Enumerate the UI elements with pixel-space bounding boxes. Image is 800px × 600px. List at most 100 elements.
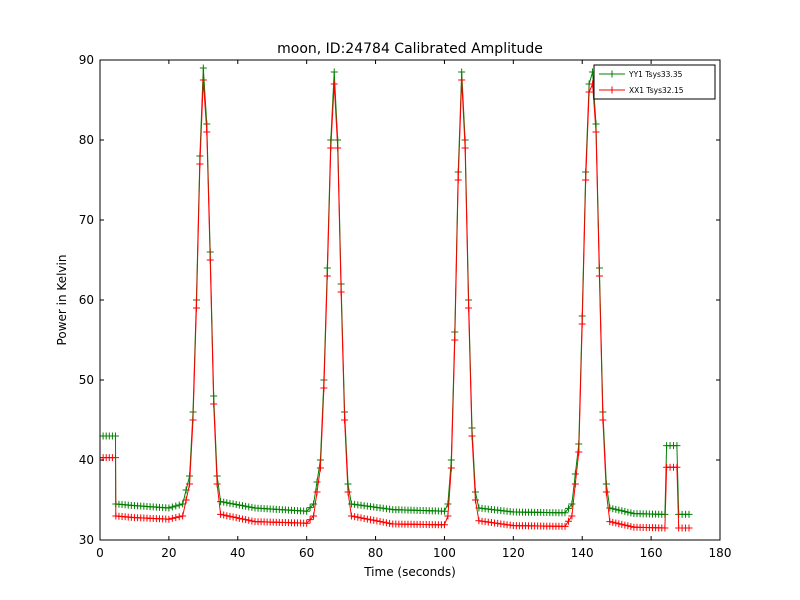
series-0-marker-5 [112, 432, 119, 440]
x-tick-label-0: 0 [96, 546, 104, 560]
series-0-marker-163 [615, 506, 623, 514]
series-1-marker-45 [238, 515, 246, 523]
x-tick-label-140: 140 [571, 546, 594, 560]
series-1-marker-35 [206, 256, 214, 264]
series-1-marker-48 [248, 517, 256, 525]
series-0-marker-161 [609, 505, 617, 513]
x-tick-label-60: 60 [299, 546, 314, 560]
series-0-marker-42 [229, 500, 237, 508]
series-1-marker-178 [661, 524, 669, 532]
x-axis-ticks: 0 20 40 60 80 100 120 140 160 180 [96, 60, 731, 560]
series-1-marker-163 [615, 520, 623, 528]
series-1-marker-83 [360, 514, 368, 522]
x-tick-label-120: 120 [502, 546, 525, 560]
series-1-marker-43 [232, 514, 240, 522]
series-1-marker-68 [310, 512, 318, 520]
series-1-marker-112 [451, 336, 459, 344]
series-1-marker-114 [458, 76, 466, 84]
series-yy1 [100, 64, 693, 518]
x-tick-label-80: 80 [368, 546, 383, 560]
series-0-marker-164 [618, 507, 626, 515]
y-tick-label-80: 80 [79, 133, 94, 147]
series-1-marker-26 [175, 513, 183, 521]
series-1-marker-41 [226, 512, 234, 520]
series-1-marker-162 [612, 519, 620, 527]
legend-marker-0 [608, 70, 616, 78]
series-1-marker-67 [306, 516, 314, 524]
series-1-marker-71 [320, 384, 328, 392]
plot-area [99, 59, 721, 541]
series-1-marker-115 [461, 144, 469, 152]
series-1-marker-46 [242, 516, 250, 524]
legend-frame [593, 64, 716, 100]
series-0-marker-109 [440, 507, 448, 515]
series-layer [100, 64, 693, 532]
series-1-marker-153 [582, 176, 590, 184]
series-1-marker-79 [347, 512, 355, 520]
series-1-marker-39 [220, 511, 228, 519]
y-tick-label-90: 90 [79, 53, 94, 67]
series-1-marker-27 [179, 512, 187, 520]
series-0-marker-46 [242, 502, 250, 510]
series-1-marker-77 [341, 416, 349, 424]
series-0-marker-110 [444, 500, 452, 508]
series-1-marker-42 [229, 513, 237, 521]
series-1-marker-161 [609, 518, 617, 526]
series-0-marker-162 [612, 505, 620, 513]
series-1-marker-167 [627, 523, 635, 530]
series-1-marker-116 [465, 304, 473, 312]
series-0-marker-68 [310, 500, 318, 508]
y-tick-label-70: 70 [79, 213, 94, 227]
series-1-marker-113 [454, 176, 462, 184]
series-0-marker-44 [235, 501, 243, 509]
series-1-marker-149 [568, 512, 576, 520]
series-1-marker-29 [186, 480, 194, 488]
series-1-marker-110 [444, 512, 452, 520]
series-1-marker-166 [624, 522, 632, 530]
x-tick-label-20: 20 [161, 546, 176, 560]
series-1-marker-87 [373, 517, 381, 525]
series-1-marker-147 [561, 522, 569, 530]
series-1-marker-28 [182, 496, 190, 504]
series-1-marker-74 [330, 80, 338, 88]
series-0-marker-149 [568, 500, 576, 508]
series-1-marker-44 [235, 514, 243, 522]
series-1-marker-81 [354, 513, 362, 521]
series-1-marker-24 [168, 514, 176, 522]
series-1-marker-75 [334, 144, 342, 152]
series-1-marker-90 [382, 519, 390, 527]
series-0-marker-26 [175, 501, 183, 509]
series-1-marker-186 [685, 524, 693, 532]
series-0-marker-74 [330, 68, 338, 76]
series-1-marker-36 [210, 400, 218, 408]
series-1-marker-148 [564, 517, 572, 525]
series-1-marker-88 [376, 518, 384, 526]
series-0-marker-33 [199, 64, 207, 72]
y-tick-label-50: 50 [79, 373, 94, 387]
series-0-marker-25 [172, 502, 180, 510]
series-1-marker-25 [172, 514, 180, 522]
y-axis-label: Power in Kelvin [55, 255, 69, 346]
series-0-marker-41 [226, 499, 234, 507]
series-1-marker-156 [592, 128, 600, 136]
series-0-marker-186 [685, 510, 693, 518]
legend-label-xx1: XX1 Tsys32.15 [629, 86, 684, 95]
series-1-marker-69 [313, 488, 321, 496]
series-1-marker-118 [471, 496, 479, 504]
series-xx1 [100, 76, 693, 532]
series-1-marker-34 [203, 128, 211, 136]
series-1-marker-72 [323, 272, 331, 280]
y-tick-label-60: 60 [79, 293, 94, 307]
series-1-marker-23 [165, 515, 173, 523]
series-0-marker-69 [313, 478, 321, 486]
series-1-marker-111 [447, 464, 455, 472]
series-1-marker-5 [112, 454, 119, 462]
series-0-marker-48 [248, 503, 256, 511]
series-1-marker-32 [196, 160, 204, 168]
series-1-marker-80 [351, 513, 359, 521]
series-0-marker-47 [245, 503, 253, 511]
series-1-marker-150 [571, 480, 579, 488]
series-1-marker-31 [192, 304, 200, 312]
series-0-marker-150 [571, 470, 579, 478]
series-1-marker-47 [245, 516, 253, 524]
